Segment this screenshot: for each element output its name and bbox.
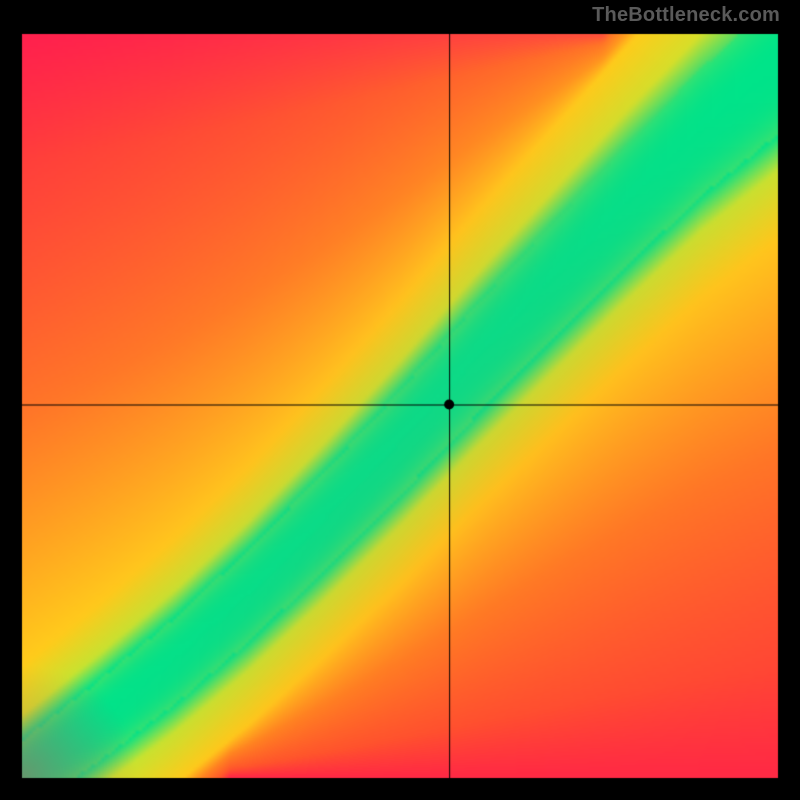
bottleneck-heatmap bbox=[0, 0, 800, 800]
chart-container: TheBottleneck.com bbox=[0, 0, 800, 800]
watermark-text: TheBottleneck.com bbox=[592, 4, 780, 27]
